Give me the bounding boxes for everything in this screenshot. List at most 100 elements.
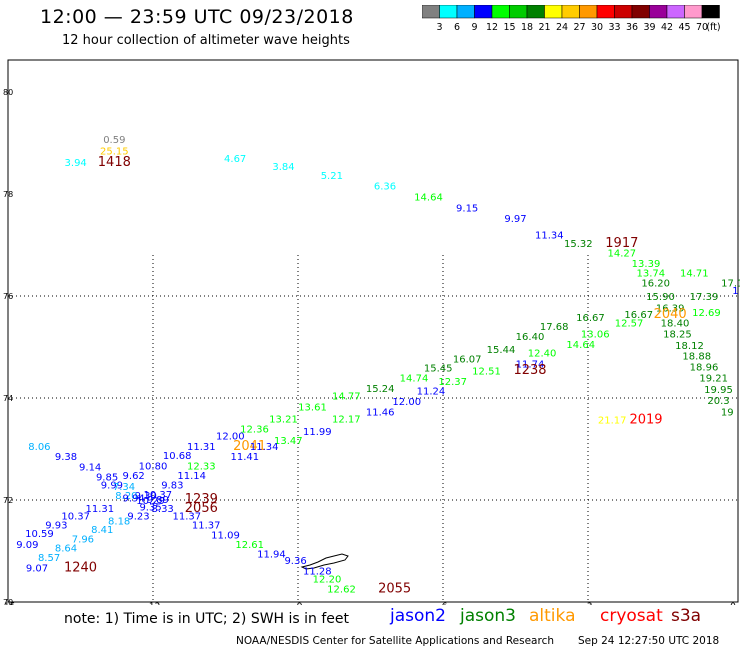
scale-tick-label: 21 xyxy=(538,22,550,33)
swh-label: 17.68 xyxy=(540,322,569,333)
swh-label: 9.62 xyxy=(123,471,145,482)
pass-time-label: 2019 xyxy=(629,412,662,427)
swh-label: 9.07 xyxy=(26,563,48,574)
swh-label: 3.84 xyxy=(272,162,294,173)
pass-time-label: 2056 xyxy=(185,501,218,516)
swh-label: 7.34 xyxy=(113,482,135,493)
scale-tick-label: 3 xyxy=(436,22,442,33)
footer-timestamp: Sep 24 12:27:50 UTC 2018 xyxy=(578,635,720,647)
map-frame xyxy=(7,59,739,603)
swh-label: 12.17 xyxy=(332,414,361,425)
legend-note: note: 1) Time is in UTC; 2) SWH is in fe… xyxy=(64,611,350,627)
legend-jason3: jason3 xyxy=(460,606,516,626)
swh-label: 25.15 xyxy=(100,147,129,158)
swh-label: 15.44 xyxy=(487,345,516,356)
swh-label: 6.36 xyxy=(374,181,396,192)
swh-label: 4.67 xyxy=(224,154,246,165)
swh-label: 8.57 xyxy=(38,553,60,564)
jan-mayen-island-outline xyxy=(300,553,349,570)
swh-label: 10.37 xyxy=(61,511,90,522)
swh-label: 19 xyxy=(721,407,734,418)
swh-label: 9.14 xyxy=(79,462,101,473)
axis-tick-labels: -15 -12 -9 -6 -3 0 80 78 76 74 72 70 xyxy=(1,88,736,605)
swh-label: 12.51 xyxy=(472,366,501,377)
scale-tick-label: 15 xyxy=(503,22,515,33)
swh-label: 11.28 xyxy=(303,566,332,577)
swh-label: 19.95 xyxy=(704,385,733,396)
legend-cryosat: cryosat xyxy=(600,606,663,626)
scale-tick-label: 70 xyxy=(696,22,708,33)
swh-label: 16.39 xyxy=(656,304,685,315)
scale-unit: (ft) xyxy=(706,22,720,33)
lat-tick-label: 80 xyxy=(3,88,13,97)
swh-label: 20.3 xyxy=(707,396,729,407)
scale-tick-label: 18 xyxy=(521,22,533,33)
swh-label: 14.27 xyxy=(608,249,637,260)
swh-label: 9.30 xyxy=(135,491,157,502)
scale-tick-label: 30 xyxy=(591,22,603,33)
swh-label: 8.41 xyxy=(91,525,113,536)
swh-label: 18.25 xyxy=(663,330,692,341)
swh-label: 9.35 xyxy=(139,503,161,514)
swh-label: 9.83 xyxy=(161,481,183,492)
swh-label: 0.59 xyxy=(103,135,125,146)
scale-swatch xyxy=(701,5,720,19)
pass-time-label: 1238 xyxy=(513,363,546,378)
swh-label: 14.74 xyxy=(400,374,429,385)
swh-label: 12.62 xyxy=(327,585,356,596)
lon-tick-label: 0 xyxy=(730,602,736,605)
scale-tick-label: 27 xyxy=(573,22,585,33)
lat-tick-label: 70 xyxy=(3,598,13,605)
swh-label: 14.64 xyxy=(566,340,595,351)
swh-label: 11.46 xyxy=(366,407,395,418)
swh-label: 12.37 xyxy=(438,377,467,388)
swh-label: 14.64 xyxy=(414,193,443,204)
wave-height-color-scale: 3 6 9 12 15 18 21 24 27 30 33 36 39 42 45 70(ft) xyxy=(422,5,721,33)
lat-tick-label: 76 xyxy=(3,292,13,301)
swh-label: 9.15 xyxy=(456,203,478,214)
swh-label: 9.89 xyxy=(147,495,169,506)
swh-label: 18.12 xyxy=(675,341,704,352)
swh-label: 9.09 xyxy=(16,540,38,551)
swh-label: 8.64 xyxy=(55,543,77,554)
swh-label: 11.14 xyxy=(177,471,206,482)
lon-tick-label: -9 xyxy=(294,602,303,605)
swh-label: 13.74 xyxy=(637,269,666,280)
swh-label: 11.94 xyxy=(257,550,286,561)
swh-label: 13.39 xyxy=(632,259,661,270)
swh-label: 16.20 xyxy=(641,279,670,290)
swh-label: 18.96 xyxy=(690,362,719,373)
pass-time-label: 2041 xyxy=(233,439,266,454)
swh-label: 9.99 xyxy=(101,481,123,492)
scale-tick-label: 24 xyxy=(556,22,568,33)
pass-time-label: 2040 xyxy=(654,307,687,322)
swh-label: 13.21 xyxy=(269,414,298,425)
swh-label: 9.23 xyxy=(127,511,149,522)
swh-label: 15.90 xyxy=(646,292,675,303)
swh-label: 11.34 xyxy=(250,442,279,453)
swh-label: 12.36 xyxy=(240,425,269,436)
swh-label: 16.40 xyxy=(516,332,545,343)
swh-label: 10.37 xyxy=(144,490,173,501)
swh-label: 11.41 xyxy=(231,452,260,463)
pass-time-label: 1239 xyxy=(185,492,218,507)
scale-tick-label: 12 xyxy=(486,22,498,33)
swh-label: 11.74 xyxy=(516,359,545,370)
graticule xyxy=(7,59,739,603)
swh-label: 11.99 xyxy=(303,427,332,438)
swh-label: 13.06 xyxy=(581,330,610,341)
swh-label: 16.07 xyxy=(453,355,482,366)
swh-label: 11.34 xyxy=(535,230,564,241)
swh-label: 9.94 xyxy=(123,493,145,504)
pass-time-label: 1418 xyxy=(98,155,131,170)
swh-label: 8.18 xyxy=(108,516,130,527)
swh-label: 9.85 xyxy=(96,473,118,484)
swh-label: 12.61 xyxy=(235,540,264,551)
swh-label: 11.31 xyxy=(86,504,115,515)
swh-label: 17.11 xyxy=(721,279,740,290)
swh-label: 12.40 xyxy=(528,349,557,360)
lat-tick-label: 78 xyxy=(3,190,13,199)
swh-label: 8.06 xyxy=(28,442,50,453)
swh-label: 9.97 xyxy=(504,214,526,225)
legend-s3a: s3a xyxy=(671,606,702,626)
